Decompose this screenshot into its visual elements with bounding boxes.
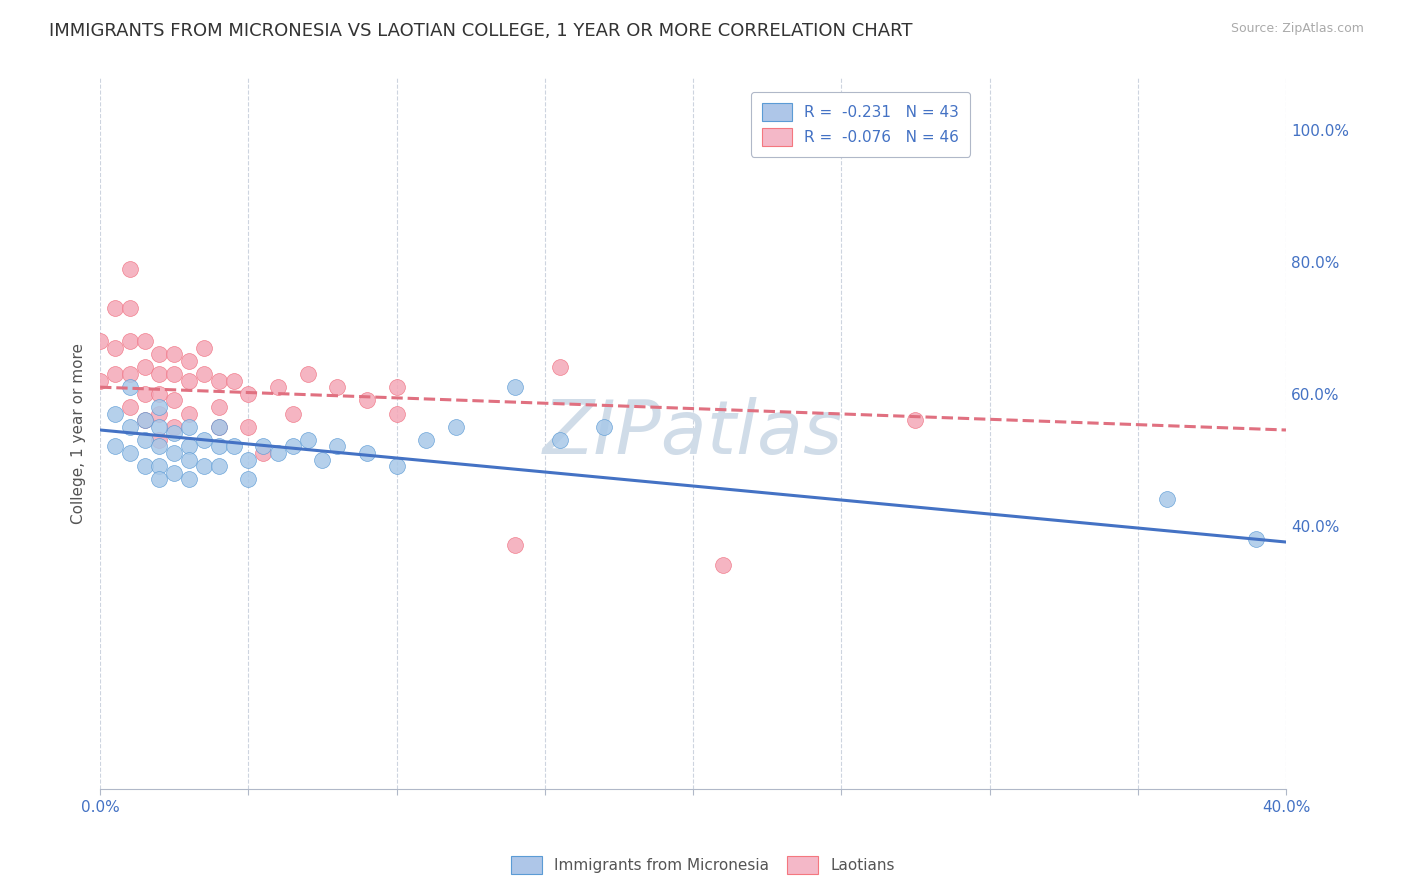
Point xyxy=(193,433,215,447)
Point xyxy=(385,407,408,421)
Point xyxy=(356,446,378,460)
Point xyxy=(148,347,170,361)
Point xyxy=(326,380,349,394)
Point xyxy=(385,380,408,394)
Point xyxy=(177,472,200,486)
Point xyxy=(252,440,274,454)
Point xyxy=(163,419,186,434)
Text: Source: ZipAtlas.com: Source: ZipAtlas.com xyxy=(1230,22,1364,36)
Point xyxy=(148,419,170,434)
Point xyxy=(148,433,170,447)
Point xyxy=(208,419,231,434)
Point xyxy=(503,538,526,552)
Point xyxy=(134,360,156,375)
Point xyxy=(385,459,408,474)
Point xyxy=(238,386,260,401)
Point xyxy=(208,400,231,414)
Point xyxy=(415,433,437,447)
Point xyxy=(148,386,170,401)
Point xyxy=(177,419,200,434)
Point xyxy=(89,334,111,348)
Point xyxy=(297,367,319,381)
Point xyxy=(208,374,231,388)
Point xyxy=(148,400,170,414)
Point xyxy=(904,413,927,427)
Point xyxy=(134,433,156,447)
Point xyxy=(177,452,200,467)
Point xyxy=(252,446,274,460)
Point xyxy=(89,374,111,388)
Point xyxy=(118,446,141,460)
Point xyxy=(238,472,260,486)
Point xyxy=(163,466,186,480)
Point xyxy=(548,433,571,447)
Point xyxy=(222,374,245,388)
Point xyxy=(222,440,245,454)
Point xyxy=(326,440,349,454)
Point xyxy=(444,419,467,434)
Point xyxy=(1246,532,1268,546)
Point xyxy=(238,452,260,467)
Point xyxy=(148,459,170,474)
Point xyxy=(311,452,333,467)
Point xyxy=(593,419,616,434)
Point xyxy=(177,407,200,421)
Point xyxy=(208,440,231,454)
Point xyxy=(163,367,186,381)
Point xyxy=(177,353,200,368)
Point xyxy=(134,413,156,427)
Point xyxy=(281,407,304,421)
Point xyxy=(104,407,127,421)
Point xyxy=(281,440,304,454)
Point xyxy=(134,459,156,474)
Point xyxy=(1156,492,1178,507)
Point xyxy=(118,419,141,434)
Point xyxy=(104,367,127,381)
Point xyxy=(238,419,260,434)
Point xyxy=(267,380,290,394)
Point xyxy=(118,367,141,381)
Point xyxy=(118,261,141,276)
Text: IMMIGRANTS FROM MICRONESIA VS LAOTIAN COLLEGE, 1 YEAR OR MORE CORRELATION CHART: IMMIGRANTS FROM MICRONESIA VS LAOTIAN CO… xyxy=(49,22,912,40)
Y-axis label: College, 1 year or more: College, 1 year or more xyxy=(72,343,86,524)
Point xyxy=(208,419,231,434)
Point xyxy=(148,407,170,421)
Point xyxy=(267,446,290,460)
Point xyxy=(163,446,186,460)
Point xyxy=(711,558,734,573)
Point xyxy=(193,341,215,355)
Point xyxy=(118,301,141,315)
Point xyxy=(148,367,170,381)
Point xyxy=(163,393,186,408)
Point xyxy=(134,334,156,348)
Point xyxy=(134,386,156,401)
Point xyxy=(193,459,215,474)
Point xyxy=(503,380,526,394)
Point xyxy=(148,472,170,486)
Point xyxy=(118,380,141,394)
Point xyxy=(163,426,186,441)
Point xyxy=(548,360,571,375)
Point xyxy=(163,347,186,361)
Point xyxy=(134,413,156,427)
Point xyxy=(118,400,141,414)
Legend: R =  -0.231   N = 43, R =  -0.076   N = 46: R = -0.231 N = 43, R = -0.076 N = 46 xyxy=(751,92,970,156)
Legend: Immigrants from Micronesia, Laotians: Immigrants from Micronesia, Laotians xyxy=(505,850,901,880)
Point xyxy=(104,341,127,355)
Point xyxy=(356,393,378,408)
Point xyxy=(177,440,200,454)
Point xyxy=(193,367,215,381)
Point xyxy=(297,433,319,447)
Text: ZIPatlas: ZIPatlas xyxy=(543,397,844,469)
Point xyxy=(208,459,231,474)
Point xyxy=(118,334,141,348)
Point xyxy=(104,301,127,315)
Point xyxy=(148,440,170,454)
Point xyxy=(177,374,200,388)
Point xyxy=(104,440,127,454)
